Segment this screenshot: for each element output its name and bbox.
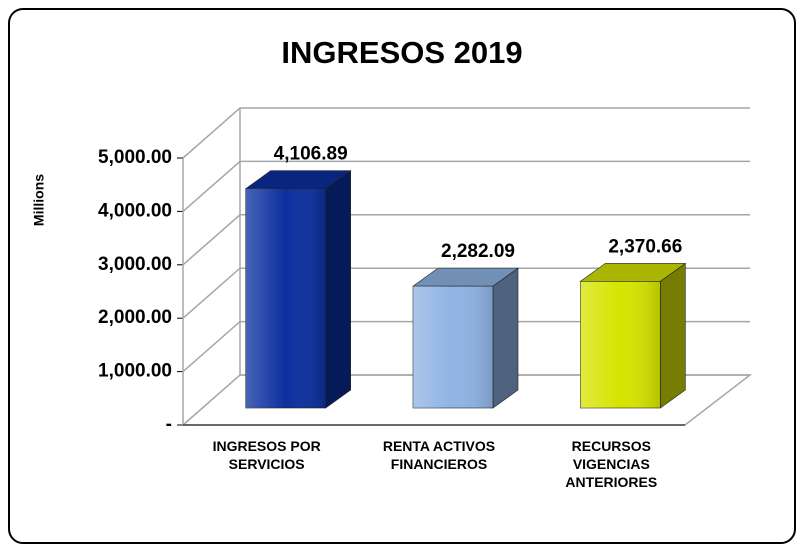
value-label: 2,370.66	[608, 236, 682, 257]
bar-shade	[580, 281, 661, 408]
y-tick-label: 2,000.00	[98, 307, 172, 328]
x-tick-label: RENTA ACTIVOS FINANCIEROS	[382, 438, 496, 472]
x-tick-label: RECURSOS VIGENCIAS ANTERIORES	[565, 438, 658, 490]
bar-side	[660, 262, 686, 409]
bar-side	[492, 267, 519, 409]
y-tick-label: 5,000.00	[98, 147, 172, 168]
x-tick-label: INGRESOS POR SERVICIOS	[212, 438, 321, 472]
grid-line	[182, 214, 750, 266]
bar-shade	[245, 188, 326, 408]
grid-line	[182, 320, 750, 373]
grid-line	[182, 267, 750, 319]
chart-border	[8, 8, 796, 544]
grid-line	[182, 374, 750, 426]
value-label: 2,282.09	[441, 241, 515, 262]
value-label: 4,106.89	[274, 144, 348, 165]
y-tick-label: -	[166, 414, 172, 435]
bar-shade	[413, 286, 493, 408]
bar-side	[325, 170, 351, 409]
y-tick-label: 3,000.00	[98, 254, 172, 275]
grid-line	[182, 107, 750, 159]
y-axis-label: Millions	[31, 174, 47, 226]
grid-line	[182, 160, 750, 212]
y-tick-label: 4,000.00	[98, 200, 172, 221]
y-tick-label: 1,000.00	[98, 361, 172, 382]
chart-title: INGRESOS 2019	[281, 35, 522, 70]
